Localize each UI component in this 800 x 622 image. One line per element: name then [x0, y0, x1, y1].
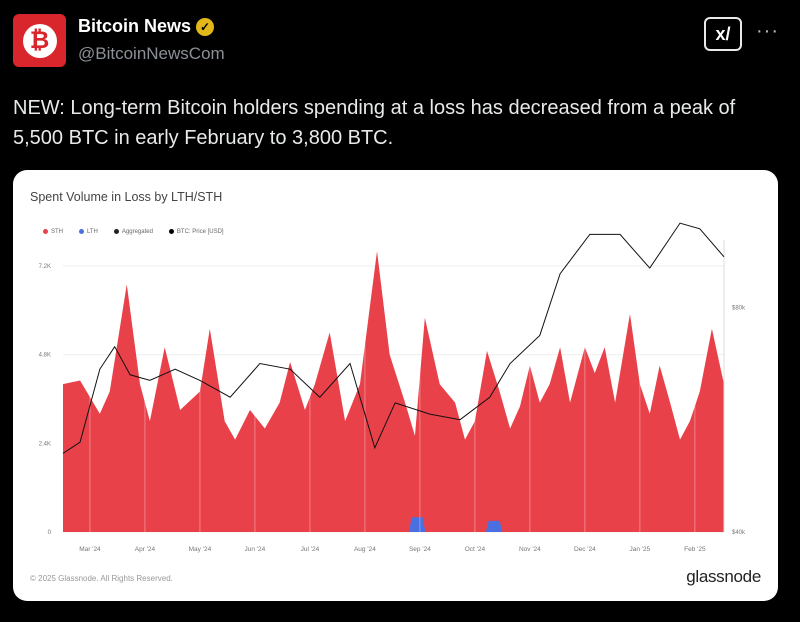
x-tick-label: Jul '24: [301, 546, 320, 553]
y-tick-label: 4.8K: [39, 353, 51, 359]
more-options-icon[interactable]: ···: [756, 20, 779, 42]
grok-button[interactable]: x/: [704, 17, 742, 51]
author-handle[interactable]: @BitcoinNewsCom: [78, 44, 225, 63]
x-tick-label: Feb '25: [684, 546, 706, 553]
y2-tick-label: $80k: [732, 305, 746, 311]
y2-tick-label: $40k: [732, 530, 746, 536]
verified-badge-icon: ✓: [196, 17, 215, 36]
x-tick-label: Dec '24: [574, 546, 596, 553]
y-tick-label: 7.2K: [39, 264, 51, 270]
chart-legend: STH LTH Aggregated BTC: Price [USD]: [43, 229, 224, 235]
chart-card[interactable]: Spent Volume in Loss by LTH/STH STH LTH …: [13, 170, 778, 601]
bitcoin-icon: ₿: [22, 23, 57, 58]
author-name[interactable]: Bitcoin News ✓: [78, 16, 215, 37]
copyright: © 2025 Glassnode. All Rights Reserved.: [30, 574, 173, 583]
legend-price: BTC: Price [USD]: [168, 229, 224, 235]
x-tick-label: Jun '24: [245, 546, 266, 553]
avatar[interactable]: ₿: [13, 14, 66, 67]
x-tick-label: Aug '24: [354, 546, 376, 553]
x-tick-label: Nov '24: [519, 546, 541, 553]
legend-sth: STH: [43, 229, 63, 235]
legend-lth: LTH: [79, 229, 98, 235]
chart-plot: 0 2.4K 4.8K 7.2K Mar '24 Apr '24 May '24 Jun '2…: [39, 222, 746, 553]
post-text: NEW: Long-term Bitcoin holders spending …: [13, 97, 736, 149]
glassnode-logo: glassnode: [686, 567, 761, 586]
x-tick-label: Apr '24: [135, 546, 156, 553]
x-tick-label: Oct '24: [465, 546, 486, 553]
price-line: [62, 222, 725, 454]
x-tick-label: Mar '24: [79, 546, 101, 553]
x-tick-label: Sep '24: [409, 546, 431, 553]
sth-area: [63, 251, 724, 532]
lth-area: [408, 517, 503, 532]
author-name-text: Bitcoin News: [78, 16, 192, 36]
y-tick-label: 2.4K: [39, 441, 51, 447]
legend-aggregated: Aggregated: [113, 229, 153, 235]
chart-title: Spent Volume in Loss by LTH/STH: [30, 190, 223, 204]
x-tick-label: May '24: [189, 546, 212, 553]
y-tick-label: 0: [48, 530, 52, 536]
x-tick-label: Jan '25: [629, 546, 650, 553]
